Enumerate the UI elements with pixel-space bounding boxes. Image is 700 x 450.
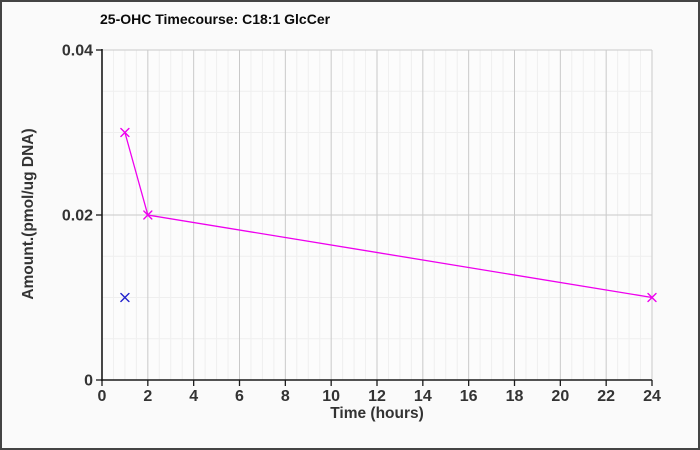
x-tick-label: 22 bbox=[597, 388, 615, 405]
x-tick-label: 4 bbox=[189, 388, 198, 405]
series-1-marker bbox=[143, 210, 153, 220]
y-tick-label: 0.02 bbox=[62, 208, 93, 225]
x-tick-label: 6 bbox=[235, 388, 244, 405]
x-tick-label: 10 bbox=[322, 388, 340, 405]
y-axis-title: Amount.(pmol/ug DNA) bbox=[20, 128, 37, 300]
x-axis-title: Time (hours) bbox=[330, 405, 424, 422]
x-tick-label: 18 bbox=[506, 388, 524, 405]
series-2-marker bbox=[120, 292, 130, 303]
x-tick-label: 24 bbox=[643, 388, 661, 405]
x-tick-label: 14 bbox=[414, 388, 432, 405]
y-tick-label: 0.04 bbox=[62, 43, 93, 60]
series-1-marker bbox=[647, 292, 657, 303]
x-tick-label: 20 bbox=[551, 388, 569, 405]
x-tick-label: 0 bbox=[98, 388, 107, 405]
series-1-marker bbox=[120, 127, 130, 138]
x-tick-label: 12 bbox=[368, 388, 386, 405]
x-tick-label: 8 bbox=[281, 388, 290, 405]
y-tick-label: 0 bbox=[84, 373, 93, 390]
x-tick-label: 16 bbox=[460, 388, 478, 405]
chart-title: 25-OHC Timecourse: C18:1 GlcCer bbox=[100, 11, 331, 27]
x-tick-label: 2 bbox=[143, 388, 152, 405]
